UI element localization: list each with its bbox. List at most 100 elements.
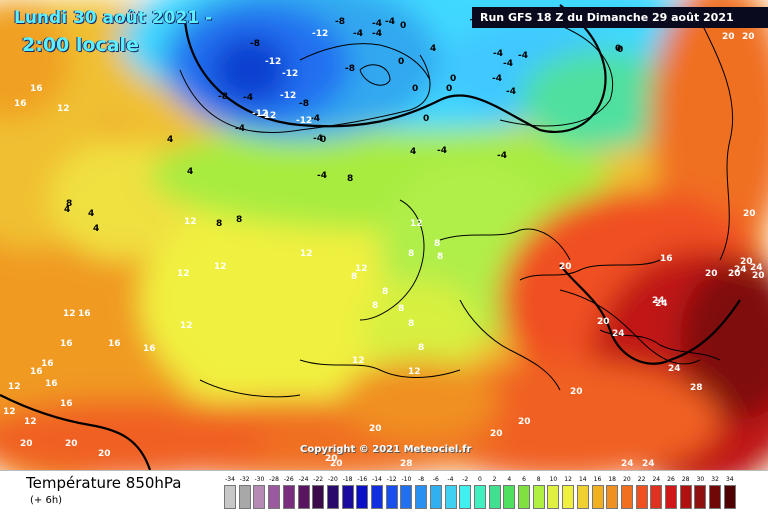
legend-swatch — [503, 485, 516, 509]
isotherm-value-label: 24 — [734, 265, 747, 275]
legend-swatch — [429, 485, 442, 509]
isotherm-value-label: 16 — [60, 399, 73, 409]
temperature-map: Lundi 30 août 2021 - 2:00 locale Run GFS… — [0, 0, 768, 470]
legend-tick: -4 — [447, 476, 454, 483]
isotherm-value-label: 16 — [41, 359, 54, 369]
isotherm-value-label: 16 — [30, 367, 43, 377]
isotherm-value-label: 16 — [14, 99, 27, 109]
isotherm-value-label: -12 — [265, 57, 282, 67]
legend-swatch — [326, 485, 339, 509]
legend-tick: 34 — [725, 476, 734, 483]
legend-tick: 16 — [593, 476, 602, 483]
isotherm-value-label: 8 — [418, 343, 425, 353]
isotherm-value-label: 4 — [93, 224, 100, 234]
isotherm-value-label: 0 — [617, 45, 624, 55]
isotherm-value-label: 0 — [615, 44, 622, 54]
isotherm-value-label: 16 — [45, 379, 58, 389]
isotherm-value-label: 24 — [621, 459, 634, 469]
legend-tick: -34 — [225, 476, 235, 483]
legend-swatch — [591, 485, 604, 509]
legend-swatch — [297, 485, 310, 509]
legend-swatch — [444, 485, 457, 509]
legend-tick: 4 — [507, 476, 512, 483]
legend-swatch — [224, 485, 236, 509]
legend-swatch — [282, 485, 295, 509]
legend-swatch — [518, 485, 530, 509]
legend-tick: -14 — [372, 476, 382, 483]
legend-tick: -10 — [401, 476, 412, 483]
legend-swatch — [400, 485, 413, 509]
isotherm-value-label: -4 — [353, 29, 363, 39]
isotherm-value-label: 12 — [184, 217, 197, 227]
coastlines — [179, 14, 734, 398]
isotherm-value-label: 20 — [98, 449, 111, 459]
model-run-banner: Run GFS 18 Z du Dimanche 29 août 2021 — [472, 7, 768, 28]
forecast-date: Lundi 30 août 2021 - — [14, 8, 213, 28]
legend-tick: -30 — [254, 476, 265, 483]
isotherm-value-label: 8 — [66, 199, 73, 209]
legend-swatch — [665, 485, 677, 509]
isotherm-value-label: 20 — [742, 32, 755, 42]
legend-swatch — [356, 485, 369, 509]
temperature-field — [0, 0, 768, 470]
isotherm-value-label: 12 — [410, 219, 423, 229]
isotherm-value-label: -4 — [437, 146, 447, 156]
isotherm-value-label: -8 — [250, 39, 260, 49]
legend-tick: 14 — [578, 476, 587, 483]
isotherm-value-label: -4 — [503, 59, 513, 69]
isotherm-value-label: 12 — [355, 264, 368, 274]
temperature-shading — [0, 0, 768, 470]
isotherm-value-label: -4 — [385, 17, 395, 27]
legend-swatch — [532, 485, 545, 509]
legend-swatch — [723, 485, 736, 509]
legend-swatch — [606, 485, 619, 509]
isotherm-value-label: 20 — [518, 417, 531, 427]
isotherm-value-label: -8 — [299, 99, 309, 109]
legend-tick: 30 — [696, 476, 705, 483]
isotherm-value-label: -4 — [313, 134, 323, 144]
isotherm-value-label: 8 — [372, 301, 379, 311]
isotherm-value-label: -12 — [296, 116, 313, 126]
legend-tick: 32 — [711, 476, 719, 483]
legend-tick: 28 — [681, 476, 690, 483]
legend-swatch — [679, 485, 692, 509]
isotherm-value-label: -4 — [317, 171, 327, 181]
legend-swatch — [635, 485, 648, 509]
isotherm-value-label: 8 — [382, 287, 389, 297]
isotherm-value-label: 8 — [434, 239, 441, 249]
legend-tick: 2 — [492, 476, 497, 483]
legend-bar: Température 850hPa (+ 6h) -34 -32 -30 -28 -2… — [0, 470, 768, 512]
legend-tick: -28 — [269, 476, 279, 483]
isotherm-value-label: 8 — [398, 304, 405, 314]
legend-tick: 22 — [637, 476, 646, 483]
isotherm-value-label: 20 — [65, 439, 78, 449]
legend-tick: 6 — [522, 476, 526, 483]
isotherm-value-label: 20 — [597, 317, 610, 327]
isotherm-value-label: 16 — [660, 254, 673, 264]
isotherm-value-label: 8 — [408, 319, 415, 329]
legend-swatch — [547, 485, 560, 509]
isotherm-value-label: 0 — [412, 84, 419, 94]
legend-tick: -16 — [357, 476, 368, 483]
legend-swatch — [709, 485, 722, 509]
isotherm-value-label: 20 — [743, 209, 756, 219]
legend-tick: 26 — [667, 476, 675, 483]
isotherm-value-label: -8 — [218, 92, 228, 102]
legend-tick: -6 — [432, 476, 439, 483]
forecast-local-time: 2:00 locale — [22, 34, 139, 56]
isotherm-value-label: -12 — [312, 29, 329, 39]
isotherm-value-label: 12 — [408, 367, 421, 377]
isotherm-value-label: 28 — [690, 383, 703, 393]
isotherm-value-label: 8 — [351, 272, 358, 282]
isotherm-value-label: -4 — [243, 93, 253, 103]
field-title: Température 850hPa — [26, 474, 182, 492]
isotherm-value-label: 16 — [60, 339, 73, 349]
isotherm-value-label: 24 — [652, 296, 665, 306]
legend-swatch — [385, 485, 398, 509]
isotherm-value-label: 20 — [570, 387, 583, 397]
legend-swatch — [694, 485, 707, 509]
isotherm-value-label: 20 — [752, 271, 765, 281]
forecast-offset: (+ 6h) — [30, 495, 63, 506]
isotherm-value-label: 4 — [88, 209, 95, 219]
isotherm-value-label: -12 — [280, 91, 297, 101]
